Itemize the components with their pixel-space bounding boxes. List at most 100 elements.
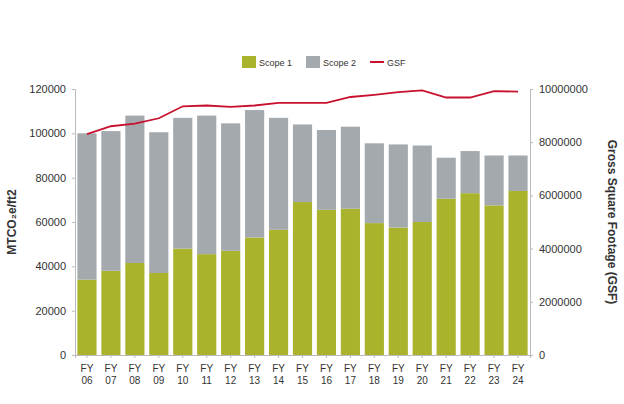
- plot-area: [77, 90, 527, 355]
- tick-label: FY14: [272, 363, 285, 386]
- tick-mark: [134, 355, 135, 358]
- tick-mark: [530, 89, 533, 90]
- tick: FY22: [464, 355, 477, 386]
- tick-label: FY18: [368, 363, 381, 386]
- bar: [508, 191, 527, 355]
- bar: [365, 143, 384, 223]
- tick-mark: [206, 355, 207, 358]
- tick-label: FY23: [488, 363, 501, 386]
- bar: [437, 199, 456, 355]
- bar: [173, 118, 192, 249]
- tick: FY23: [488, 355, 501, 386]
- legend-label: Scope 2: [323, 58, 356, 68]
- tick-label: FY16: [320, 363, 333, 386]
- tick-label: FY06: [81, 363, 94, 386]
- bar: [365, 223, 384, 355]
- tick: FY17: [344, 355, 357, 386]
- tick-label: 40000: [35, 260, 66, 272]
- bar: [221, 123, 240, 250]
- tick: FY19: [392, 355, 405, 386]
- tick: 8000000: [530, 136, 582, 148]
- bar: [101, 271, 120, 355]
- tick-mark: [470, 355, 471, 358]
- tick: FY18: [368, 355, 381, 386]
- tick: FY07: [105, 355, 118, 386]
- tick: FY08: [128, 355, 141, 386]
- tick-label: FY07: [105, 363, 118, 386]
- tick-label: FY13: [248, 363, 261, 386]
- bar: [293, 124, 312, 202]
- tick: FY11: [200, 355, 213, 386]
- legend-swatch: [306, 56, 320, 68]
- tick-mark: [254, 355, 255, 358]
- tick-label: 80000: [35, 172, 66, 184]
- bar: [197, 116, 216, 255]
- tick-label: FY21: [440, 363, 453, 386]
- tick-mark: [374, 355, 375, 358]
- tick-mark: [278, 355, 279, 358]
- tick: FY20: [416, 355, 429, 386]
- tick: FY21: [440, 355, 453, 386]
- bar: [197, 254, 216, 355]
- tick-label: 6000000: [539, 189, 582, 201]
- tick-mark: [72, 311, 75, 312]
- tick: 100000: [29, 127, 75, 139]
- bar: [173, 249, 192, 355]
- tick: 2000000: [530, 296, 582, 308]
- bar: [245, 238, 264, 355]
- tick-mark: [422, 355, 423, 358]
- line: [87, 90, 518, 134]
- bar: [485, 205, 504, 355]
- tick-mark: [398, 355, 399, 358]
- tick-mark: [182, 355, 183, 358]
- tick-mark: [494, 355, 495, 358]
- axis-line: [76, 356, 531, 359]
- tick-label: FY24: [512, 363, 525, 386]
- bar: [125, 116, 144, 263]
- tick-mark: [530, 142, 533, 143]
- tick-label: 120000: [29, 83, 66, 95]
- bar: [413, 146, 432, 222]
- tick-mark: [230, 355, 231, 358]
- tick-mark: [446, 355, 447, 358]
- tick-mark: [158, 355, 159, 358]
- tick-label: 4000000: [539, 243, 582, 255]
- tick-label: FY15: [296, 363, 309, 386]
- tick: 60000: [35, 216, 75, 228]
- tick: 40000: [35, 260, 75, 272]
- bar: [389, 228, 408, 355]
- tick: 0: [60, 349, 75, 361]
- tick: 120000: [29, 83, 75, 95]
- legend-item: Scope 1: [242, 56, 292, 68]
- tick: 80000: [35, 172, 75, 184]
- bar: [269, 230, 288, 355]
- tick-label: FY19: [392, 363, 405, 386]
- tick: FY15: [296, 355, 309, 386]
- bar: [389, 144, 408, 227]
- tick-mark: [86, 355, 87, 358]
- y-axis: 020000400006000080000100000120000: [29, 83, 75, 361]
- tick-mark: [72, 89, 75, 90]
- y2-axis-title: Gross Square Footage (GSF): [605, 140, 619, 305]
- y2-axis: 0 2000000 4000000 6000000 8000000 10000000: [530, 83, 588, 361]
- tick: FY24: [512, 355, 525, 386]
- tick: FY14: [272, 355, 285, 386]
- tick: FY13: [248, 355, 261, 386]
- axis-line: [531, 90, 534, 356]
- bar: [101, 131, 120, 271]
- legend-label: GSF: [387, 58, 406, 68]
- chart: 0200004000060000800001000001200000200000…: [0, 0, 624, 404]
- tick-label: FY10: [176, 363, 189, 386]
- tick-label: FY08: [128, 363, 141, 386]
- tick-label: FY12: [224, 363, 237, 386]
- bar: [269, 118, 288, 230]
- tick-label: 0: [539, 349, 545, 361]
- bar: [77, 280, 96, 355]
- legend-swatch: [242, 56, 256, 68]
- tick: 10000000: [530, 83, 588, 95]
- bar: [413, 222, 432, 355]
- legend-label: Scope 1: [259, 58, 292, 68]
- bar: [461, 193, 480, 355]
- tick-mark: [350, 355, 351, 358]
- tick-label: FY22: [464, 363, 477, 386]
